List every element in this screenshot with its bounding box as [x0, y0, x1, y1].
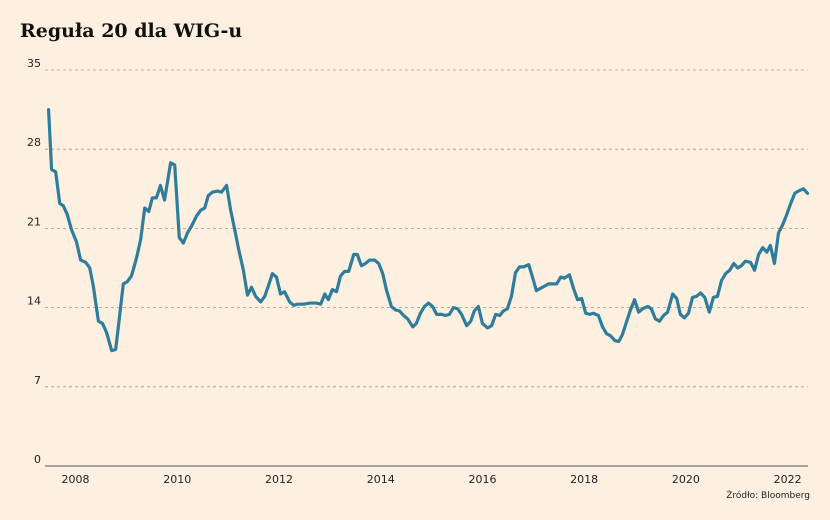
x-tick-label: 2008	[62, 473, 90, 486]
y-tick-label: 0	[34, 453, 41, 466]
x-tick-label: 2014	[367, 473, 395, 486]
line	[46, 108, 810, 353]
x-tick-label: 2022	[774, 473, 802, 486]
chart-title: Reguła 20 dla WIG-u	[20, 20, 242, 42]
y-tick-label: 21	[27, 215, 41, 228]
source: Źródło: Bloomberg	[726, 489, 810, 501]
y-tick-label: 35	[27, 57, 41, 70]
x-tick-label: 2016	[468, 473, 496, 486]
y-tick-label: 7	[34, 374, 41, 387]
y-tick-label: 14	[27, 295, 41, 308]
y-tick-label: 28	[27, 136, 41, 149]
x-tick-label: 2010	[163, 473, 191, 486]
x-tick-label: 2012	[265, 473, 293, 486]
x-tick-label: 2020	[672, 473, 700, 486]
x-tick-label: 2018	[570, 473, 598, 486]
